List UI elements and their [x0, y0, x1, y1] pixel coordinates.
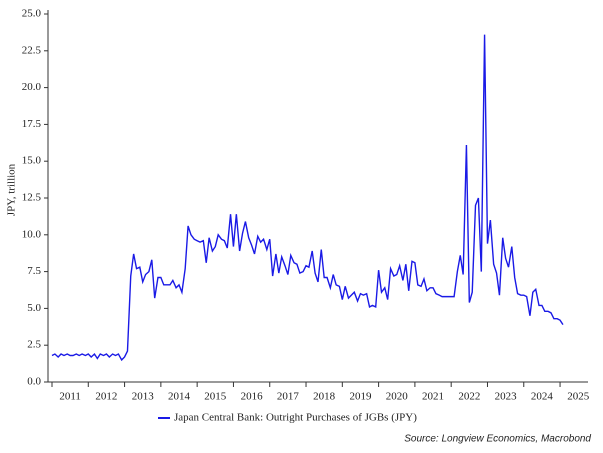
x-tick-label: 2014: [168, 391, 191, 403]
x-tick-label: 2025: [567, 391, 590, 403]
y-tick-label: 7.5: [27, 265, 41, 277]
y-axis-label: JPY, trillion: [6, 163, 18, 216]
legend-label: Japan Central Bank: Outright Purchases o…: [174, 412, 417, 424]
y-tick-label: 20.0: [22, 81, 42, 93]
y-tick-label: 5.0: [27, 302, 41, 314]
x-tick-label: 2024: [531, 391, 554, 403]
x-tick-label: 2019: [349, 391, 372, 403]
y-tick-label: 12.5: [22, 192, 42, 204]
data-line: [51, 34, 564, 362]
x-tick-label: 2012: [95, 391, 117, 403]
x-tick-label: 2021: [422, 391, 444, 403]
x-tick-label: 2022: [458, 391, 480, 403]
source: Source: Longview Economics, Macrobond: [404, 434, 591, 445]
y-tick-label: 10.0: [22, 228, 42, 240]
y-tick-label: 22.5: [22, 44, 42, 56]
x-tick-label: 2011: [59, 391, 81, 403]
x-tick-label: 2017: [277, 391, 300, 403]
y-tick-label: 25.0: [22, 8, 42, 20]
x-tick-label: 2016: [241, 391, 264, 403]
y-tick-label: 0.0: [27, 376, 41, 388]
x-tick-label: 2013: [132, 391, 155, 403]
x-tick-label: 2015: [204, 391, 227, 403]
y-tick-label: 2.5: [27, 339, 41, 351]
x-tick-label: 2018: [313, 391, 336, 403]
y-tick-label: 15.0: [22, 155, 42, 167]
y-tick-label: 17.5: [22, 118, 42, 130]
x-tick-label: 2020: [386, 391, 409, 403]
x-tick-label: 2023: [495, 391, 518, 403]
